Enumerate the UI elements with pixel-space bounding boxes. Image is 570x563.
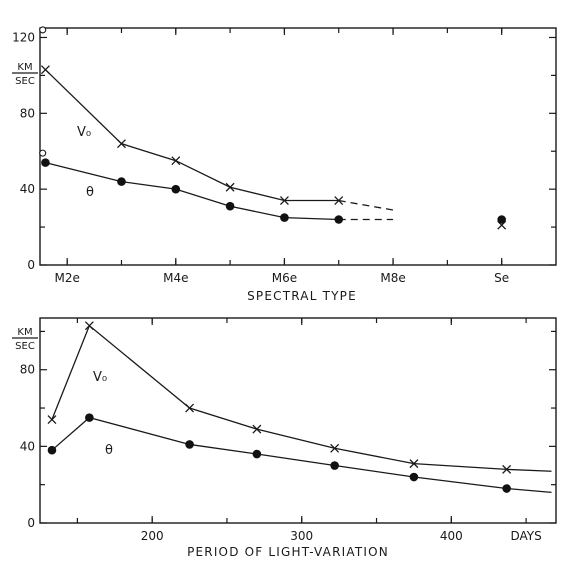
x-axis-title: SPECTRAL TYPE [247,289,357,303]
data-point-theta [185,440,194,449]
series-line-1 [51,416,552,493]
x-tick-label: Se [494,271,509,285]
x-tick-label: M2e [54,271,79,285]
y-unit-numerator: KM [17,327,32,338]
data-point-v0 [225,182,235,192]
data-point-theta [280,213,289,222]
data-point-v0 [502,464,512,474]
x-tick-label: 200 [141,529,164,543]
data-point-theta [502,484,511,493]
y-unit-denominator: SEC [15,341,35,352]
x-tick-label: M6e [272,271,297,285]
data-point-theta [47,445,57,455]
data-point-v0 [40,65,50,75]
data-point-v0 [84,321,94,331]
data-point-theta [334,215,344,224]
y-tick-label: 0 [27,258,35,272]
spectral-type-chart: 0 40 80 120 M2e M4e M6e M8e Se KM SEC SPECTRAL TYPE… [12,26,557,303]
y-unit-numerator: KM [17,62,32,73]
series-label: θ [105,443,113,458]
data-point-theta [117,177,126,186]
y-tick-label: 0 [27,516,35,530]
data-point-v0 [279,196,289,205]
data-point-theta [85,413,94,422]
y-tick-label: 80 [20,106,35,120]
series-label: θ [86,185,94,200]
x-tick-label: M4e [163,271,188,285]
series-line-0 [44,69,339,202]
data-point-v0 [252,424,262,434]
isolated-point-theta [497,215,506,224]
data-point-v0 [185,403,195,413]
data-point-v0 [171,156,181,166]
data-point-v0 [409,459,419,469]
period-chart: 0 40 80 200 300 400 DAYS KM SEC PERIOD OF LIGHT-V… [12,317,557,559]
y-tick-label: 40 [20,182,35,196]
x-tick-label: M8e [380,271,405,285]
data-point-theta [171,184,181,194]
open-circle-point [39,149,47,157]
series-label: V₀ [93,370,107,385]
data-point-theta [409,472,419,482]
series-dashed-extension-0 [338,199,394,211]
series-label: V₀ [77,125,91,140]
y-tick-label: 80 [20,363,35,377]
data-point-theta [225,201,235,211]
y-tick-label: 120 [12,30,35,44]
data-point-theta [41,158,50,167]
series-line-0 [51,324,552,472]
x-tick-label: DAYS [510,529,541,543]
data-point-v0 [334,196,344,205]
data-point-v0 [330,443,340,453]
plot-frame [39,27,557,266]
plot-frame [39,317,557,524]
y-unit-denominator: SEC [15,76,35,87]
series-line-1 [45,161,339,221]
open-circle-point [39,26,47,34]
x-axis-title: PERIOD OF LIGHT-VARIATION [187,545,389,559]
y-tick-label: 40 [20,439,35,453]
data-point-v0 [117,139,126,149]
x-tick-label: 300 [290,529,313,543]
x-tick-label: 400 [440,529,463,543]
data-point-v0 [47,415,57,425]
data-point-theta [252,449,262,459]
data-point-theta [330,461,339,470]
